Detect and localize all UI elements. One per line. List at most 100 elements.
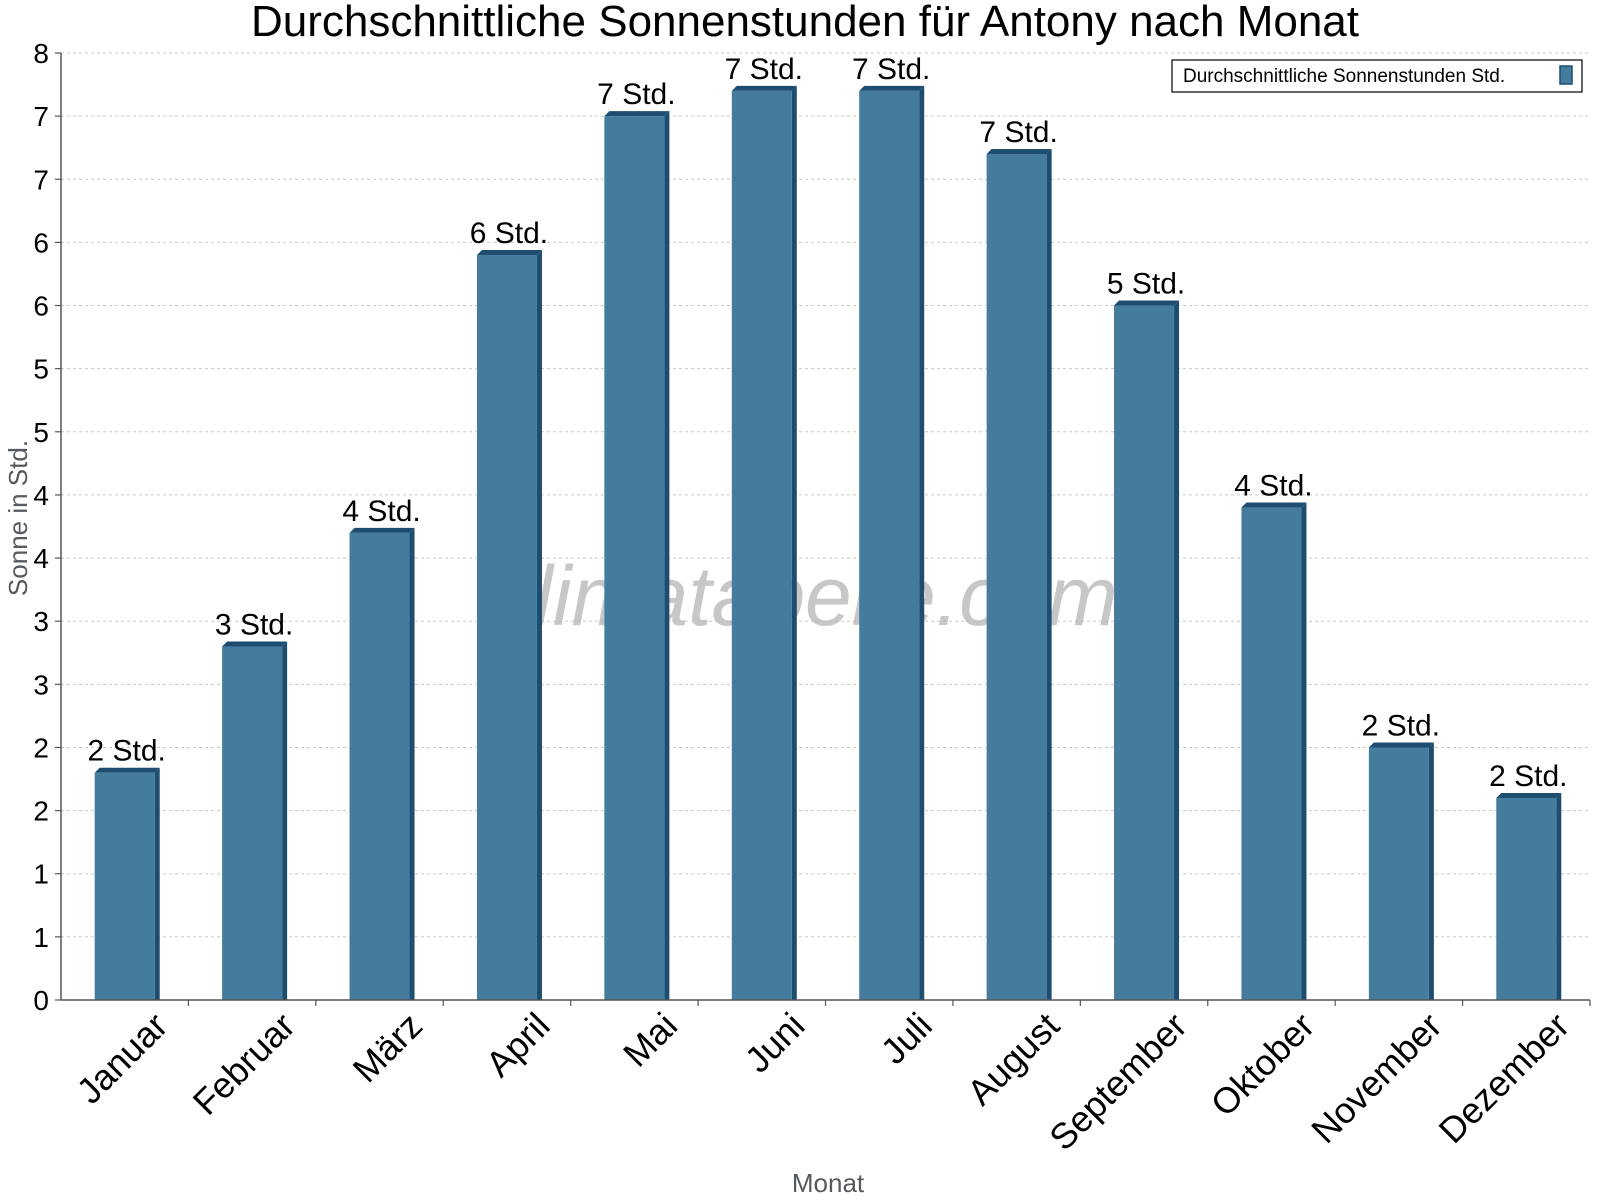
bar-side xyxy=(282,641,288,1000)
x-tick-label: Februar xyxy=(185,1005,303,1123)
y-tick-label: 8 xyxy=(33,38,49,69)
x-axis-ticks: Januar Februar März April Mai Juni Juli AugustS… xyxy=(69,1000,1591,1159)
x-tick-label: Oktober xyxy=(1203,1005,1323,1125)
bar-group: 7 Std. xyxy=(725,53,803,1000)
bar-group: 7 Std. xyxy=(597,78,676,1001)
bar-group: 7 Std. xyxy=(852,53,930,1000)
x-tick-label: Januar xyxy=(69,1005,176,1112)
y-tick-label: 4 xyxy=(33,480,49,511)
bar-side xyxy=(1556,792,1562,1000)
bar-series: 2 Std. 3 Std. 4 Std. 6 Std. 7 Std. 7 Std. 7 St… xyxy=(88,53,1567,1001)
x-axis-title: Monat xyxy=(792,1168,865,1198)
x-tick-label: April xyxy=(478,1005,558,1085)
bar-top xyxy=(1114,300,1180,306)
grid-lines xyxy=(61,52,1590,938)
data-label: 7 Std. xyxy=(597,78,675,111)
y-tick-label: 3 xyxy=(33,669,49,700)
data-label: 2 Std. xyxy=(1362,709,1440,742)
x-tick-label: Dezember xyxy=(1431,1005,1577,1151)
bar-top xyxy=(986,149,1052,155)
bar xyxy=(349,532,410,1000)
data-label: 4 Std. xyxy=(342,495,420,528)
bar-top xyxy=(349,527,415,533)
bar-top xyxy=(1496,792,1562,798)
bar xyxy=(731,90,792,1000)
data-label: 7 Std. xyxy=(725,53,803,86)
y-tick-label: 1 xyxy=(33,859,49,890)
x-tick-label: Mai xyxy=(615,1005,685,1075)
axes xyxy=(60,53,1590,1001)
y-tick-label: 7 xyxy=(33,101,49,132)
y-tick-label: 7 xyxy=(33,164,49,195)
bar-top xyxy=(731,85,797,91)
data-label: 7 Std. xyxy=(852,53,930,86)
data-label: 7 Std. xyxy=(979,116,1057,149)
x-tick-label: Juli xyxy=(873,1005,940,1072)
bar-top xyxy=(1241,502,1307,508)
bar xyxy=(1114,305,1175,1000)
x-tick-label: August xyxy=(959,1005,1067,1113)
bar-side xyxy=(154,767,160,1000)
bar-side xyxy=(1428,742,1434,1000)
bar xyxy=(476,255,537,1000)
y-tick-label: 5 xyxy=(33,354,49,385)
bar-top xyxy=(604,111,670,117)
bar xyxy=(1241,507,1302,1000)
chart-title: Durchschnittliche Sonnenstunden für Anto… xyxy=(251,0,1359,46)
bar-side xyxy=(791,85,797,1000)
bar-group: 2 Std. xyxy=(1362,709,1440,1000)
y-tick-label: 6 xyxy=(33,227,49,258)
bar-top xyxy=(94,767,160,773)
bar-group: 6 Std. xyxy=(470,217,548,1000)
y-tick-label: 1 xyxy=(33,922,49,953)
bar-group: 3 Std. xyxy=(215,608,293,1000)
bar-side xyxy=(1301,502,1307,1000)
y-tick-label: 2 xyxy=(33,796,49,827)
x-tick-label: Juni xyxy=(737,1005,813,1081)
data-label: 6 Std. xyxy=(470,217,548,250)
bar xyxy=(94,772,155,1000)
bar-group: 7 Std. xyxy=(979,116,1058,1001)
bar xyxy=(222,646,283,1000)
y-tick-label: 0 xyxy=(33,985,49,1016)
y-tick-label: 5 xyxy=(33,417,49,448)
bar-top xyxy=(476,250,542,256)
bar-side xyxy=(919,85,925,1000)
bar xyxy=(986,154,1047,1001)
y-axis-ticks: 0 1 1 2 2 3 3 4 4 5 5 6 6 7 7 8 xyxy=(33,38,61,1016)
y-tick-label: 4 xyxy=(33,543,49,574)
bar-side xyxy=(1174,300,1180,1000)
x-tick-label: September xyxy=(1041,1005,1195,1159)
x-tick-label: November xyxy=(1303,1005,1449,1151)
y-tick-label: 2 xyxy=(33,732,49,763)
legend-box xyxy=(1171,59,1583,93)
x-tick-label: März xyxy=(345,1005,431,1091)
legend: Durchschnittliche Sonnenstunden Std. xyxy=(1171,59,1583,93)
data-label: 3 Std. xyxy=(215,608,293,641)
bar xyxy=(859,90,920,1000)
bar-top xyxy=(222,641,288,647)
bar-side xyxy=(1046,149,1052,1001)
data-label: 2 Std. xyxy=(1489,760,1567,793)
bar-group: 2 Std. xyxy=(1489,760,1567,1000)
bar xyxy=(604,116,665,1001)
bar xyxy=(1496,797,1557,1000)
bar-group: 4 Std. xyxy=(342,495,421,1000)
data-label: 5 Std. xyxy=(1107,268,1185,301)
bar-side xyxy=(409,527,415,1000)
bar-top xyxy=(859,85,925,91)
bar-group: 4 Std. xyxy=(1234,470,1313,1000)
bar-side xyxy=(536,250,542,1000)
data-label: 4 Std. xyxy=(1234,470,1312,503)
bar-group: 5 Std. xyxy=(1107,268,1185,1000)
data-label: 2 Std. xyxy=(88,735,166,768)
y-tick-label: 6 xyxy=(33,291,49,322)
y-tick-label: 3 xyxy=(33,606,49,637)
legend-label: Durchschnittliche Sonnenstunden Std. xyxy=(1183,66,1505,87)
legend-swatch xyxy=(1559,65,1573,85)
y-axis-title: Sonne in Std. xyxy=(3,440,33,596)
bar-top xyxy=(1368,742,1434,748)
bar xyxy=(1368,747,1429,1000)
bar-side xyxy=(664,111,670,1001)
